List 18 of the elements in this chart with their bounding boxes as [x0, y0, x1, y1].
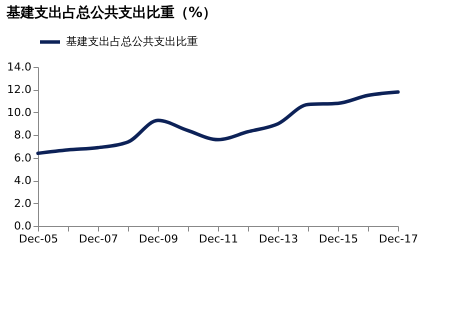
chart-title: 基建支出占总公共支出比重（%）	[6, 5, 217, 21]
x-tick-label: Dec-13	[258, 232, 298, 246]
x-tick-label: Dec-09	[138, 232, 178, 246]
x-tick-label: Dec-05	[18, 232, 58, 246]
x-tick-label: Dec-07	[78, 232, 118, 246]
x-tick-label: Dec-11	[198, 232, 238, 246]
y-tick-label: 12.0	[7, 83, 32, 96]
legend-label: 基建支出占总公共支出比重	[66, 35, 198, 48]
x-tick-label: Dec-15	[318, 232, 358, 246]
y-tick-label: 4.0	[14, 174, 32, 188]
y-tick-label: 0.0	[14, 220, 32, 232]
x-tick-label: Dec-17	[378, 232, 418, 246]
y-tick-label: 2.0	[14, 196, 32, 210]
y-tick-label: 8.0	[14, 128, 32, 142]
y-tick-label: 6.0	[14, 151, 32, 164]
line-series	[36, 90, 400, 156]
y-tick-label: 10.0	[7, 106, 32, 119]
y-tick-label: 14.0	[7, 60, 32, 74]
